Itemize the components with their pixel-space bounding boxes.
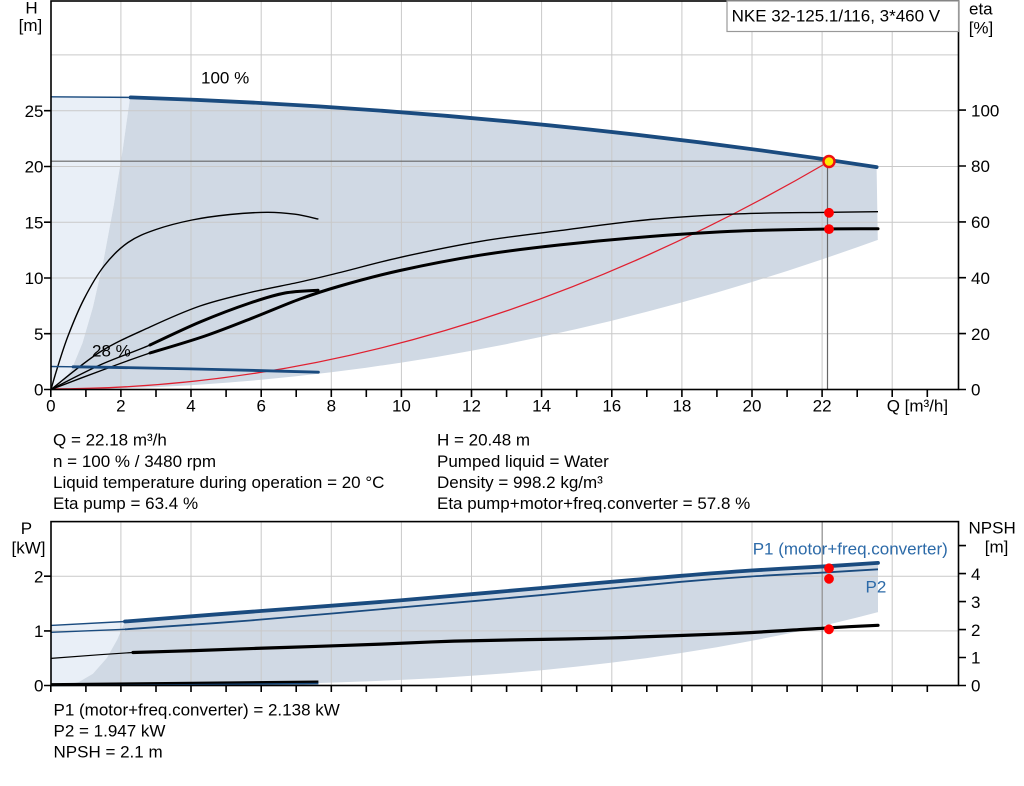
svg-text:2: 2 xyxy=(34,567,43,586)
svg-text:P2 = 1.947 kW: P2 = 1.947 kW xyxy=(54,722,166,741)
svg-text:P2: P2 xyxy=(866,578,887,597)
svg-text:8: 8 xyxy=(327,397,336,416)
svg-text:15: 15 xyxy=(25,213,44,232)
svg-text:0: 0 xyxy=(971,677,980,696)
svg-text:2: 2 xyxy=(116,397,125,416)
svg-text:P1 (motor+freq.converter) = 2.: P1 (motor+freq.converter) = 2.138 kW xyxy=(54,701,340,720)
svg-text:4: 4 xyxy=(186,397,195,416)
svg-text:Q = 22.18 m³/h: Q = 22.18 m³/h xyxy=(53,431,167,450)
svg-text:14: 14 xyxy=(532,397,551,416)
svg-text:10: 10 xyxy=(25,269,44,288)
svg-text:28 %: 28 % xyxy=(92,342,131,361)
svg-text:0: 0 xyxy=(971,381,980,400)
svg-text:10: 10 xyxy=(392,397,411,416)
svg-text:20: 20 xyxy=(743,397,762,416)
svg-text:n = 100 % / 3480 rpm: n = 100 % / 3480 rpm xyxy=(53,452,216,471)
svg-text:[kW]: [kW] xyxy=(12,539,46,558)
svg-text:20: 20 xyxy=(971,325,990,344)
svg-text:Eta pump = 63.4 %: Eta pump = 63.4 % xyxy=(53,494,198,513)
svg-text:[%]: [%] xyxy=(969,19,994,38)
svg-text:H = 20.48 m: H = 20.48 m xyxy=(437,431,530,450)
svg-text:0: 0 xyxy=(34,677,43,696)
svg-text:25: 25 xyxy=(25,102,44,121)
svg-text:Density = 998.2 kg/m³: Density = 998.2 kg/m³ xyxy=(437,473,603,492)
svg-text:6: 6 xyxy=(256,397,265,416)
svg-text:20: 20 xyxy=(25,158,44,177)
svg-text:12: 12 xyxy=(462,397,481,416)
svg-text:eta: eta xyxy=(969,0,993,19)
svg-text:[m]: [m] xyxy=(985,538,1009,557)
svg-text:NKE 32-125.1/116, 3*460 V: NKE 32-125.1/116, 3*460 V xyxy=(732,7,941,26)
svg-text:2: 2 xyxy=(971,621,980,640)
svg-text:80: 80 xyxy=(971,157,990,176)
svg-text:100 %: 100 % xyxy=(201,69,249,88)
svg-text:3: 3 xyxy=(971,593,980,612)
svg-text:NPSH = 2.1 m: NPSH = 2.1 m xyxy=(54,743,163,762)
svg-text:40: 40 xyxy=(971,269,990,288)
svg-text:P: P xyxy=(21,519,32,538)
svg-text:18: 18 xyxy=(672,397,691,416)
svg-text:5: 5 xyxy=(34,325,43,344)
svg-text:H: H xyxy=(25,0,37,18)
svg-text:Liquid temperature during oper: Liquid temperature during operation = 20… xyxy=(53,473,384,492)
svg-text:1: 1 xyxy=(971,649,980,668)
svg-text:16: 16 xyxy=(602,397,621,416)
svg-text:Eta pump+motor+freq.converter: Eta pump+motor+freq.converter = 57.8 % xyxy=(437,494,750,513)
svg-text:[m]: [m] xyxy=(19,16,43,35)
svg-text:1: 1 xyxy=(34,622,43,641)
svg-text:0: 0 xyxy=(46,397,55,416)
svg-text:60: 60 xyxy=(971,213,990,232)
svg-text:P1 (motor+freq.converter): P1 (motor+freq.converter) xyxy=(753,539,948,558)
svg-text:22: 22 xyxy=(813,397,832,416)
svg-text:4: 4 xyxy=(971,565,980,584)
svg-text:Pumped liquid = Water: Pumped liquid = Water xyxy=(437,452,609,471)
svg-text:100: 100 xyxy=(971,101,999,120)
svg-text:0: 0 xyxy=(34,381,43,400)
svg-text:Q [m³/h]: Q [m³/h] xyxy=(887,397,948,416)
svg-text:NPSH: NPSH xyxy=(969,519,1016,538)
